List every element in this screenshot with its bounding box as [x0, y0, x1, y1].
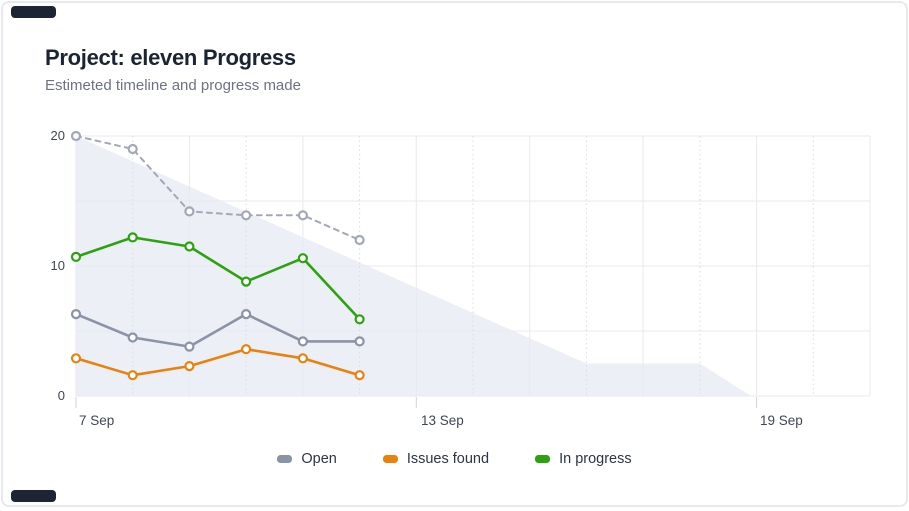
corner-fragment-top: [11, 6, 56, 18]
x-axis-tick-label: 13 Sep: [421, 413, 464, 428]
legend-label: In progress: [559, 451, 632, 467]
y-axis-tick-label: 20: [25, 128, 65, 144]
y-axis-tick-label: 0: [25, 388, 65, 404]
legend-label: Issues found: [407, 451, 489, 467]
legend-item-open[interactable]: Open: [277, 451, 336, 467]
legend: Open Issues found In progress: [3, 451, 906, 467]
legend-item-issues-found[interactable]: Issues found: [383, 451, 489, 467]
x-axis-tick-label: 19 Sep: [760, 413, 803, 428]
x-axis-tick-label: 7 Sep: [79, 413, 114, 428]
legend-swatch-open: [277, 455, 292, 463]
chart-svg: [3, 3, 909, 511]
corner-fragment-bottom: [11, 490, 56, 502]
y-axis-tick-label: 10: [25, 258, 65, 274]
legend-swatch-in-progress: [535, 455, 550, 463]
legend-label: Open: [301, 451, 336, 467]
legend-swatch-issues-found: [383, 455, 398, 463]
chart: 20 10 0 7 Sep 13 Sep 19 Sep: [3, 3, 906, 505]
legend-item-in-progress[interactable]: In progress: [535, 451, 632, 467]
